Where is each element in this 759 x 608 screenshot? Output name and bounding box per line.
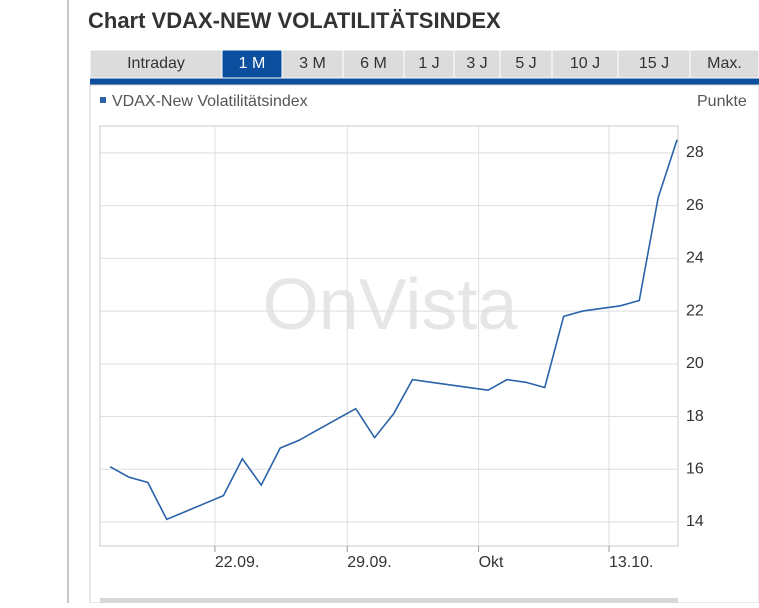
legend-swatch: [100, 97, 106, 103]
tab[interactable]: [89, 49, 223, 79]
y-tick-label: 28: [686, 144, 704, 161]
watermark: OnVista: [263, 265, 519, 345]
y-tick-label: 18: [686, 408, 704, 425]
legend-label: VDAX-New Volatilitätsindex: [112, 93, 308, 110]
y-tick-label: 22: [686, 302, 704, 319]
scrollbar: [100, 598, 678, 603]
x-tick-label: 29.09.: [347, 554, 391, 571]
title: Chart VDAX-NEW VOLATILITÄTSINDEX: [88, 8, 501, 33]
x-tick-label: 22.09.: [215, 554, 259, 571]
tab-label[interactable]: 15 J: [639, 55, 669, 72]
tab-label[interactable]: 3 J: [466, 55, 487, 72]
tab-label[interactable]: 6 M: [360, 55, 387, 72]
tab-label[interactable]: 5 J: [515, 55, 536, 72]
tab[interactable]: [342, 49, 405, 79]
y-tick-label: 26: [686, 197, 704, 214]
tab[interactable]: [281, 49, 344, 79]
tab-underline: [90, 78, 759, 85]
tab-label[interactable]: Intraday: [127, 55, 185, 72]
tab-label[interactable]: 1 M: [239, 55, 266, 72]
y-tick-label: 16: [686, 460, 704, 477]
x-tick-label: Okt: [479, 554, 504, 571]
tab[interactable]: [403, 49, 455, 79]
line: [109, 139, 678, 521]
tab-label[interactable]: 3 M: [299, 55, 326, 72]
tab-label[interactable]: Max.: [707, 55, 742, 72]
y-axis-label: Punkte: [697, 93, 747, 110]
tab[interactable]: [453, 49, 501, 79]
tab-label[interactable]: 1 J: [418, 55, 439, 72]
y-tick-label: 24: [686, 250, 704, 267]
x-tick-label: 13.10.: [609, 554, 653, 571]
plot-area: [99, 125, 679, 547]
tab[interactable]: [551, 49, 619, 79]
tab-label[interactable]: 10 J: [570, 55, 600, 72]
tab[interactable]: [689, 49, 759, 79]
y-tick-label: 14: [686, 513, 704, 530]
y-tick-label: 20: [686, 355, 704, 372]
